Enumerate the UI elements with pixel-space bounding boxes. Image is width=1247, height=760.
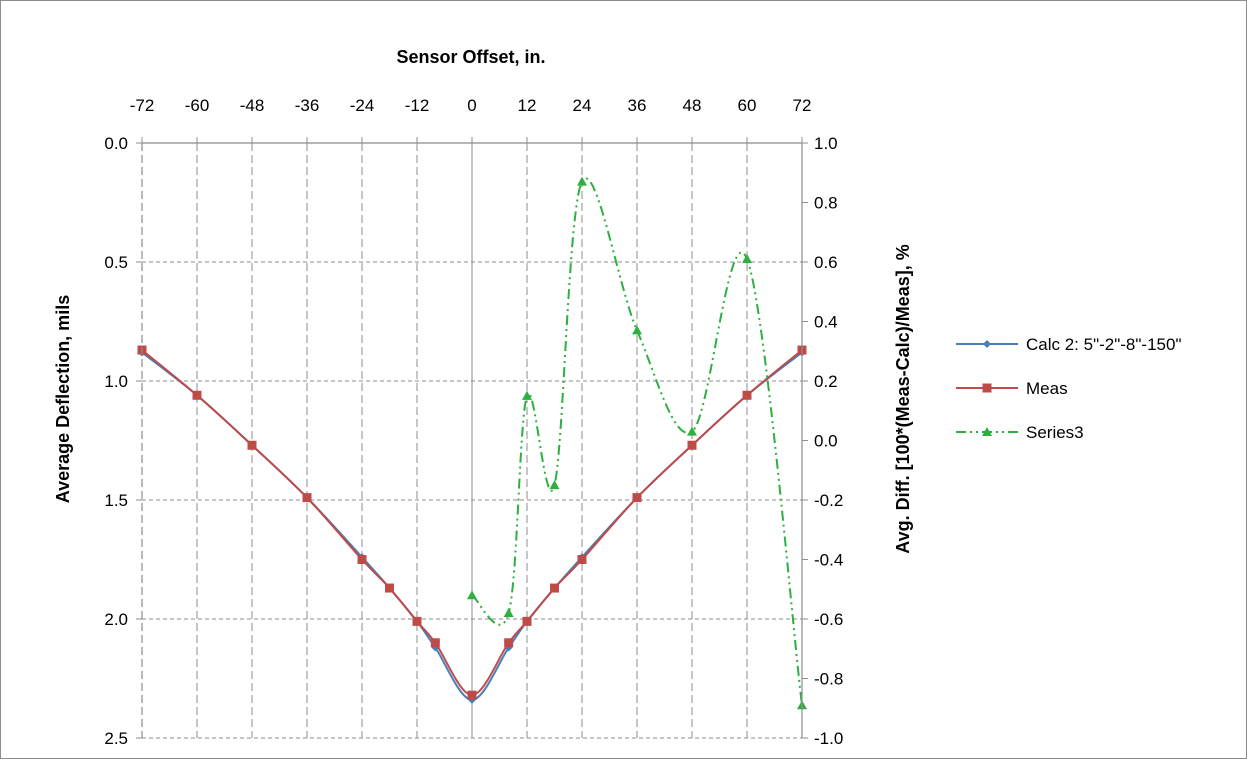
data-point — [503, 608, 514, 618]
data-point — [632, 325, 642, 335]
data-point — [742, 390, 752, 400]
x-tick-label: -48 — [240, 96, 265, 115]
legend: Calc 2: 5"-2"-8"-150" Meas Series3 — [956, 335, 1181, 442]
data-point — [687, 440, 697, 450]
data-point — [192, 390, 202, 400]
x-tick-label: 72 — [793, 96, 812, 115]
data-point — [577, 176, 587, 186]
data-point — [467, 690, 477, 700]
x-tick-label: 0 — [467, 96, 476, 115]
y-tick-label: 1.5 — [104, 491, 128, 510]
x-tick-label: -60 — [185, 96, 210, 115]
y2-tick-label: -0.8 — [814, 670, 843, 689]
y2-tick-label: -0.4 — [814, 551, 843, 570]
x-axis-title: Sensor Offset, in. — [396, 47, 545, 67]
data-point — [632, 493, 642, 503]
y-tick-label: 0.0 — [104, 134, 128, 153]
y-tick-label: 1.0 — [104, 372, 128, 391]
axis-layer: 0.0 0.5 1.0 1.5 2.0 2.5 -72 -60 -48 -36 -24 -12 0 12 2… — [104, 96, 843, 748]
data-point — [302, 493, 312, 503]
x-tick-label: -24 — [350, 96, 375, 115]
y-tick-label: 0.5 — [104, 253, 128, 272]
data-point — [430, 638, 440, 648]
data-point — [522, 390, 532, 400]
data-point — [550, 583, 559, 593]
y2-tick-label: 0.4 — [814, 313, 838, 332]
series-layer — [137, 176, 807, 710]
data-point — [467, 590, 477, 600]
y2-tick-label: 0.0 — [814, 432, 838, 451]
legend-label: Meas — [1026, 379, 1068, 398]
data-point — [577, 555, 587, 564]
x-tick-label: 36 — [628, 96, 647, 115]
data-point — [742, 254, 752, 264]
y2-tick-label: -1.0 — [814, 729, 843, 748]
y2-tick-label: 0.8 — [814, 194, 838, 213]
data-point — [385, 583, 394, 593]
data-point — [247, 440, 257, 450]
x-tick-label: 24 — [573, 96, 592, 115]
y2-tick-label: -0.2 — [814, 491, 843, 510]
data-point — [357, 555, 367, 564]
x-tick-label: -36 — [295, 96, 320, 115]
legend-marker — [982, 427, 992, 436]
x-tick-label: 12 — [518, 96, 537, 115]
x-tick-label: -72 — [130, 96, 155, 115]
y2-tick-label: 0.2 — [814, 372, 838, 391]
y-tick-label: 2.5 — [104, 729, 128, 748]
data-point — [522, 616, 532, 626]
x-tick-label: 48 — [683, 96, 702, 115]
y-tick-label: 2.0 — [104, 610, 128, 629]
x-tick-label: 60 — [738, 96, 757, 115]
legend-marker — [983, 340, 991, 348]
y2-tick-label: 1.0 — [814, 134, 838, 153]
data-point — [504, 638, 514, 648]
legend-marker — [982, 383, 992, 393]
legend-label: Calc 2: 5"-2"-8"-150" — [1026, 335, 1181, 354]
y-axis-title: Average Deflection, mils — [53, 295, 73, 503]
y2-axis-title: Avg. Diff. [100*(Meas-Calc)/Meas], % — [893, 244, 913, 553]
y2-tick-label: 0.6 — [814, 253, 838, 272]
data-point — [549, 480, 560, 490]
legend-label: Series3 — [1026, 423, 1084, 442]
data-point — [687, 426, 697, 436]
x-tick-label: -12 — [405, 96, 430, 115]
grid-layer — [142, 143, 802, 739]
y2-tick-label: -0.6 — [814, 610, 843, 629]
data-point — [412, 616, 422, 626]
